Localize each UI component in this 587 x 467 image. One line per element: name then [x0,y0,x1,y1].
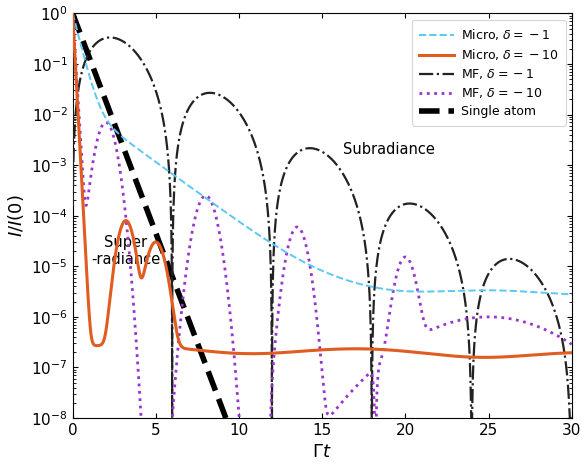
Legend: Micro, $\delta = -1$, Micro, $\delta = -10$, MF, $\delta = -1$, MF, $\delta = -1: Micro, $\delta = -1$, Micro, $\delta = -… [412,20,565,126]
MF, $\delta = -1$ [188,101,195,107]
Line: Single atom: Single atom [73,14,572,467]
Micro, $\delta = -10$ [190,347,197,353]
MF, $\delta = -1$ [69,11,76,16]
MF, $\delta = -10$ [564,339,571,345]
MF, $\delta = -1$ [185,106,192,111]
Micro, $\delta = -1$ [257,234,264,239]
Text: Subradiance: Subradiance [343,142,434,157]
Single atom [69,11,76,16]
Micro, $\delta = -1$ [188,185,195,191]
MF, $\delta = -1$ [293,151,300,156]
MF, $\delta = -10$ [190,221,197,226]
Micro, $\delta = -10$ [293,349,300,354]
Micro, $\delta = -1$ [564,291,571,297]
Micro, $\delta = -10$ [568,350,575,355]
Micro, $\delta = -10$ [481,354,488,360]
MF, $\delta = -10$ [568,341,575,347]
MF, $\delta = -10$ [185,251,192,256]
Single atom [185,317,192,322]
MF, $\delta = -1$ [568,415,575,421]
Y-axis label: $I/I(0)$: $I/I(0)$ [5,194,26,237]
Micro, $\delta = -1$ [293,255,300,261]
Micro, $\delta = -1$ [69,11,76,16]
Micro, $\delta = -10$ [257,351,264,356]
X-axis label: $\Gamma t$: $\Gamma t$ [312,444,332,461]
Line: Micro, $\delta = -1$: Micro, $\delta = -1$ [73,14,572,294]
MF, $\delta = -1$ [257,162,264,168]
Micro, $\delta = -1$ [69,11,76,16]
MF, $\delta = -1$ [168,415,176,421]
Micro, $\delta = -1$ [568,291,575,297]
Line: Micro, $\delta = -10$: Micro, $\delta = -10$ [73,14,572,357]
Micro, $\delta = -1$ [190,187,197,192]
MF, $\delta = -10$ [188,234,195,240]
MF, $\delta = -10$ [293,224,300,230]
Micro, $\delta = -1$ [185,183,192,189]
Single atom [188,324,195,329]
Micro, $\delta = -10$ [564,350,571,356]
Micro, $\delta = -10$ [185,347,192,352]
MF, $\delta = -1$ [564,381,571,387]
MF, $\delta = -1$ [190,98,197,104]
Line: MF, $\delta = -10$: MF, $\delta = -10$ [73,14,572,467]
Single atom [190,331,197,336]
MF, $\delta = -10$ [69,11,76,16]
Micro, $\delta = -10$ [188,347,195,352]
Line: MF, $\delta = -1$: MF, $\delta = -1$ [73,14,572,418]
Micro, $\delta = -10$ [69,11,76,16]
Text: Super
-radiance: Super -radiance [91,235,160,267]
